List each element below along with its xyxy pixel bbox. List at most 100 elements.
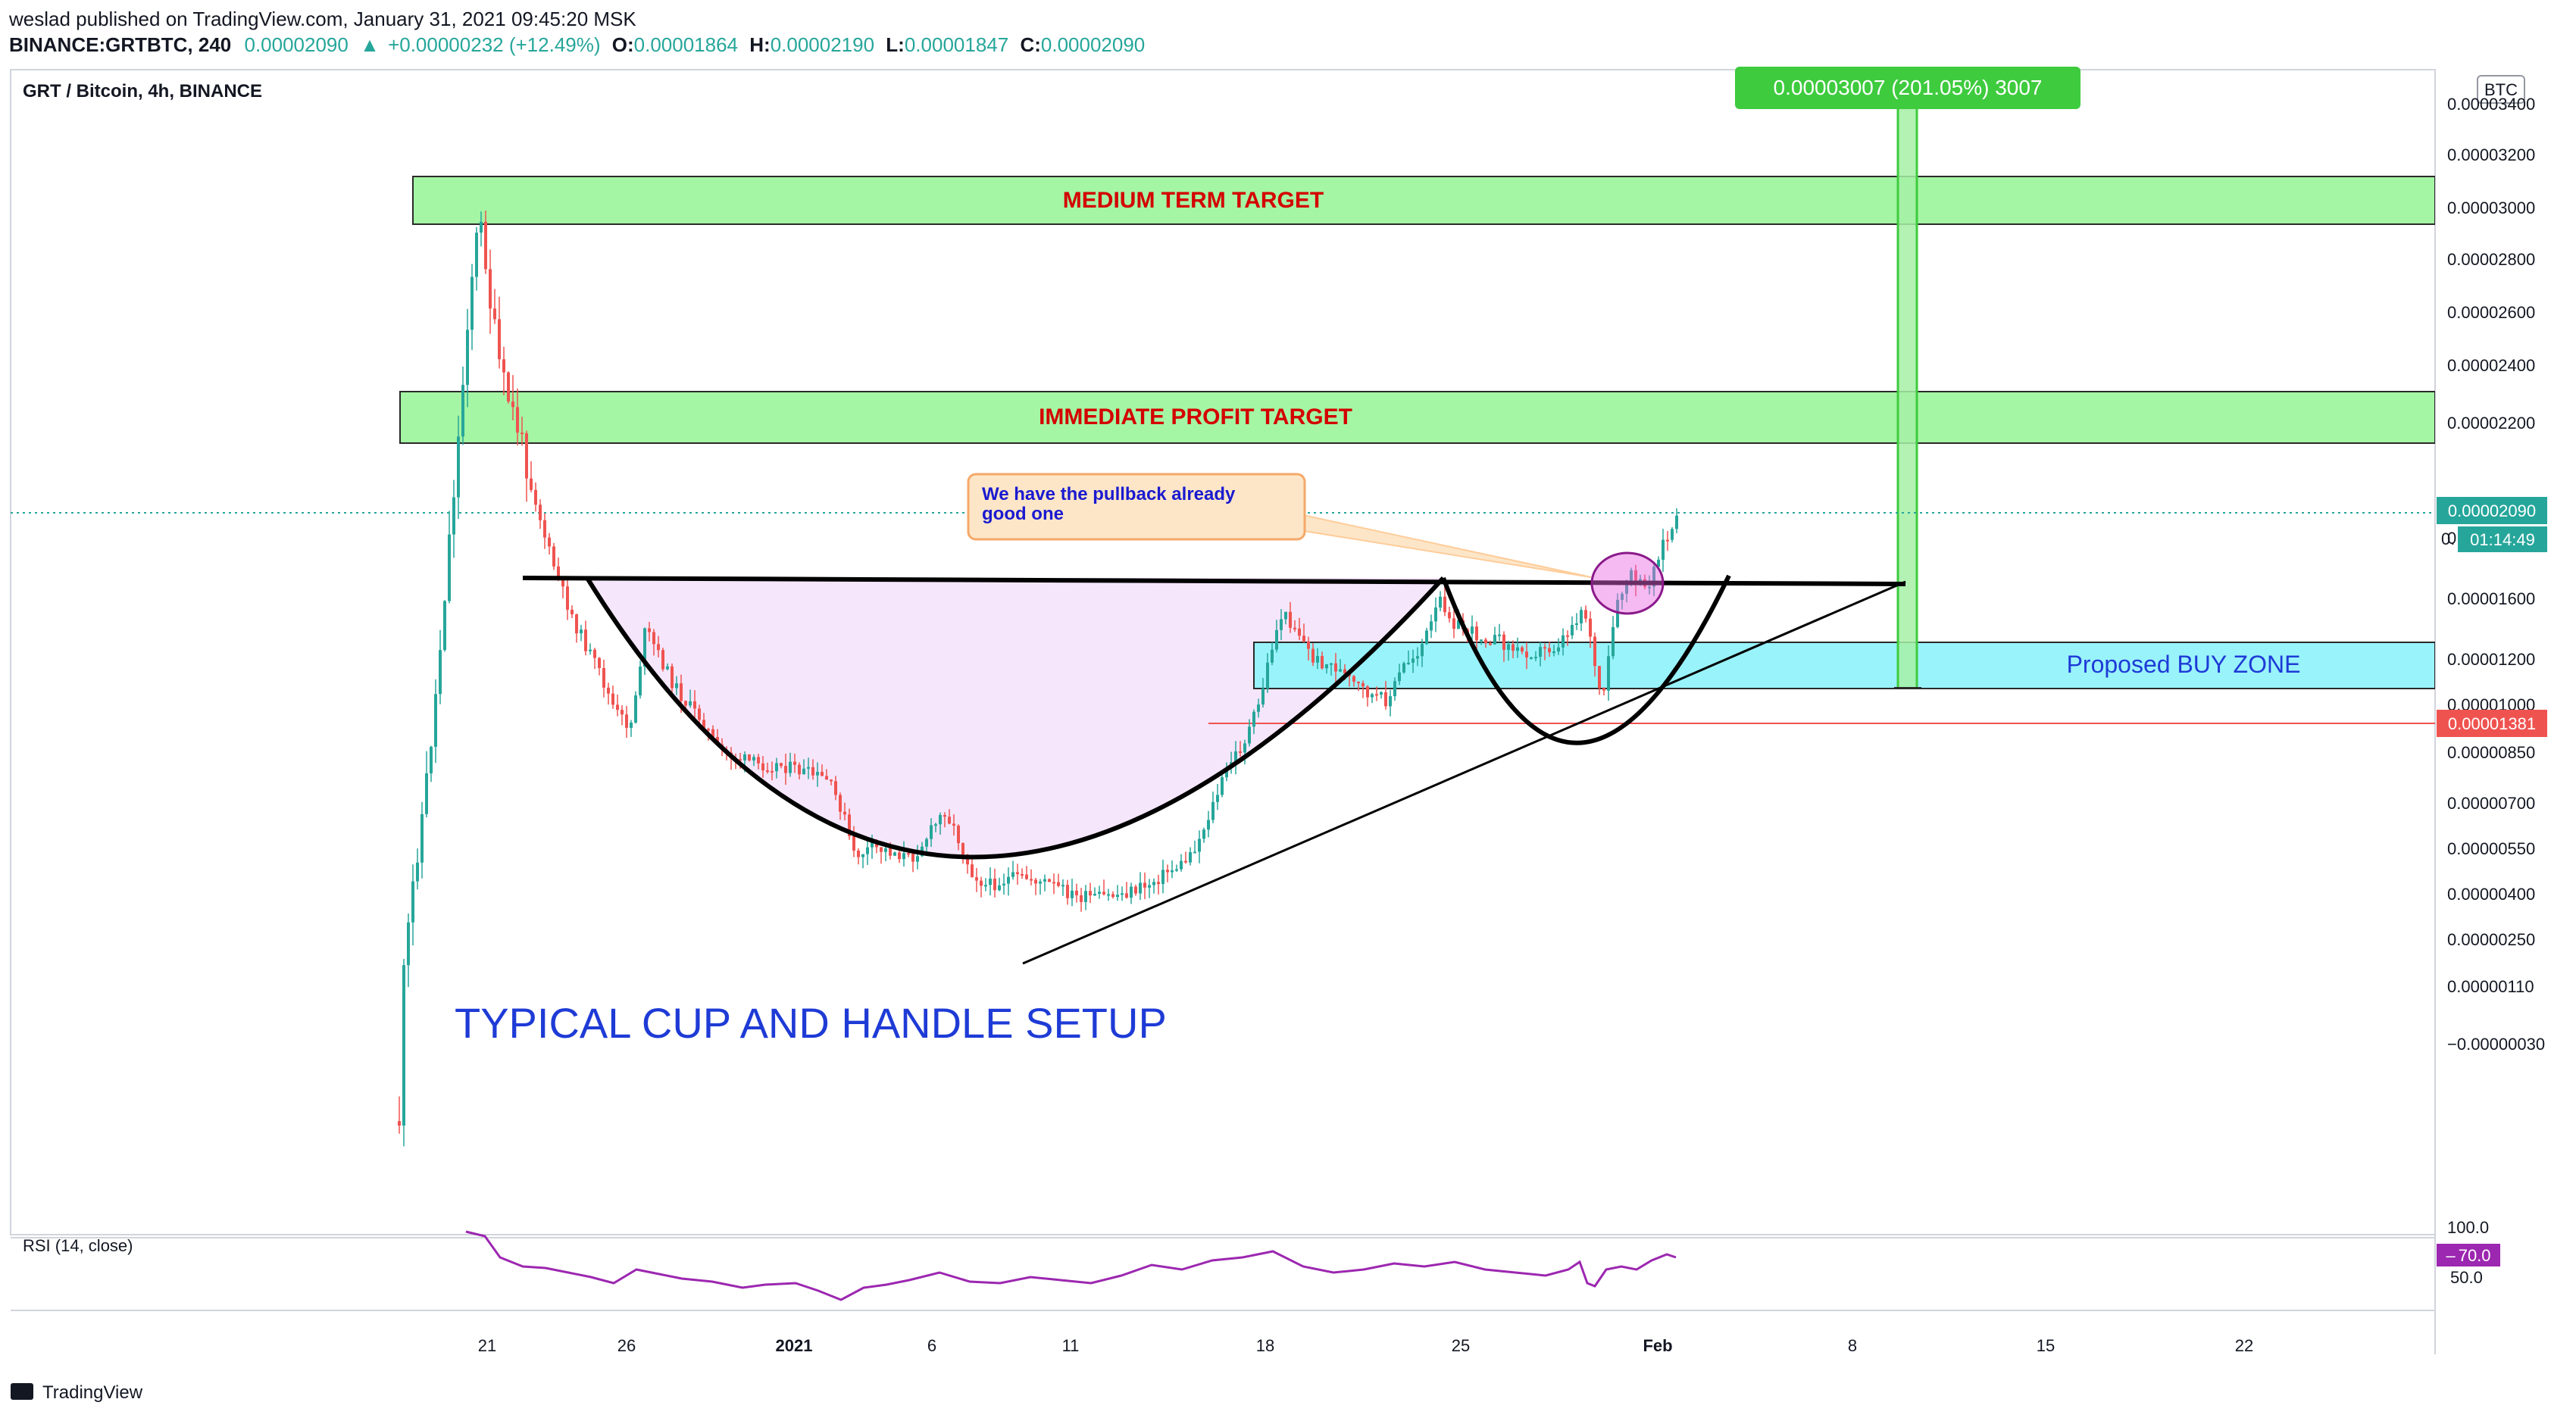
buy-zone[interactable] (1253, 642, 2435, 689)
candle-body (466, 329, 469, 386)
candle-body (439, 650, 442, 695)
candle-body (798, 764, 801, 775)
candle-body (643, 628, 646, 667)
low-label: L: (886, 33, 905, 56)
candle-body (957, 826, 960, 844)
candle-body (1580, 610, 1583, 623)
price-axis[interactable]: 0.00003400 0.00003200 0.00003000 0.00002800… (2447, 95, 2545, 1054)
time-tick-label: 22 (2235, 1336, 2253, 1355)
candle-body (1139, 882, 1142, 894)
candle-body (507, 372, 510, 402)
candle-body (1393, 681, 1396, 697)
candle-body (1357, 681, 1360, 683)
candle-body (1193, 851, 1196, 854)
cup-curve[interactable] (585, 576, 1446, 860)
candle-body (739, 759, 742, 761)
candle-body (566, 586, 569, 610)
candle-body (666, 666, 669, 670)
price-tick-label: 0.00000250 (2447, 930, 2535, 949)
candle-body (1157, 882, 1160, 885)
candle-body (548, 537, 551, 547)
candle-body (1566, 635, 1569, 637)
candle-body (1330, 663, 1333, 665)
candle-body (693, 701, 696, 709)
price-tick-label: 0.00003200 (2447, 145, 2535, 164)
candle-body (398, 1121, 401, 1126)
candle-body (898, 852, 901, 860)
measure-bar[interactable] (1898, 83, 1917, 688)
candle-body (1584, 610, 1587, 619)
currency-button[interactable] (2477, 75, 2525, 104)
candle-body (1593, 636, 1596, 667)
candle-body (1380, 692, 1383, 695)
candle-body (1284, 611, 1287, 620)
immediate-profit-target-label: IMMEDIATE PROFIT TARGET (1039, 404, 1352, 429)
candle-body (1343, 669, 1346, 674)
candle-body (1352, 676, 1355, 682)
handle-curve[interactable] (1441, 574, 1731, 745)
candle-body (1111, 894, 1114, 898)
callout-box[interactable] (967, 473, 1306, 541)
candle-body (1293, 627, 1296, 629)
candle-body (775, 763, 778, 772)
neckline[interactable] (522, 576, 1906, 586)
time-tick-label: 6 (927, 1336, 936, 1355)
candle-body (971, 864, 974, 878)
candle-body (575, 614, 578, 634)
rsi-title: RSI (14, close) (23, 1236, 133, 1255)
candle-body (1066, 885, 1069, 898)
candle-body (652, 632, 655, 645)
candle-body (1512, 644, 1515, 651)
breakout-highlight[interactable] (1590, 551, 1665, 615)
immediate-profit-target-zone[interactable] (399, 391, 2435, 444)
candle-body (1571, 625, 1574, 636)
candle-body (470, 276, 474, 330)
candle-body (1552, 651, 1555, 654)
candle-body (1148, 885, 1151, 888)
candle-body (1007, 876, 1010, 884)
candle-body (1261, 689, 1265, 705)
last-price-badge-label: 0.00002090 (2448, 501, 2536, 520)
measure-label-box[interactable] (1735, 67, 2080, 109)
candle-body (498, 319, 501, 360)
candle-body (907, 853, 910, 855)
candle-body (980, 880, 983, 886)
candle-body (1166, 870, 1169, 873)
close-label: C: (1020, 33, 1040, 56)
candle-body (480, 221, 483, 233)
callout-line1: We have the pullback already (982, 484, 1236, 504)
candle-body (1498, 634, 1501, 636)
candle-body (1034, 879, 1037, 884)
candle-body (571, 609, 574, 615)
candle-body (1211, 801, 1215, 820)
candle-body (1493, 635, 1496, 645)
callout-line2: good one (982, 504, 1064, 524)
price-tick-label: 0.00000850 (2447, 743, 2535, 762)
candle-body (411, 881, 414, 923)
candle-body (816, 772, 819, 776)
candle-body (1375, 694, 1378, 696)
candle-body (843, 811, 846, 815)
candle-body (1589, 618, 1592, 637)
publish-line: weslad published on TradingView.com, Jan… (8, 8, 636, 30)
time-tick-label: 18 (1256, 1336, 1274, 1355)
candle-body (925, 839, 928, 847)
candle-body (598, 657, 601, 668)
candle-body (998, 885, 1001, 891)
candle-body (684, 701, 687, 706)
candle-body (793, 761, 796, 765)
candle-body (861, 854, 864, 857)
candle-body (1184, 860, 1187, 863)
candle-body (707, 729, 710, 731)
candle-body (530, 478, 533, 490)
tradingview-logo[interactable]: TradingView (11, 1382, 143, 1403)
time-axis[interactable]: 21 26 2021 6 11 18 25 Feb 8 15 22 (478, 1336, 2253, 1355)
candle-body (852, 835, 855, 851)
candle-body (616, 704, 619, 710)
candle-body (1216, 795, 1219, 802)
candle-body (452, 497, 455, 535)
medium-term-target-zone[interactable] (412, 176, 2435, 225)
ascending-trendline[interactable] (1022, 580, 1906, 965)
candle-body (607, 687, 610, 694)
candle-body (1575, 623, 1578, 626)
